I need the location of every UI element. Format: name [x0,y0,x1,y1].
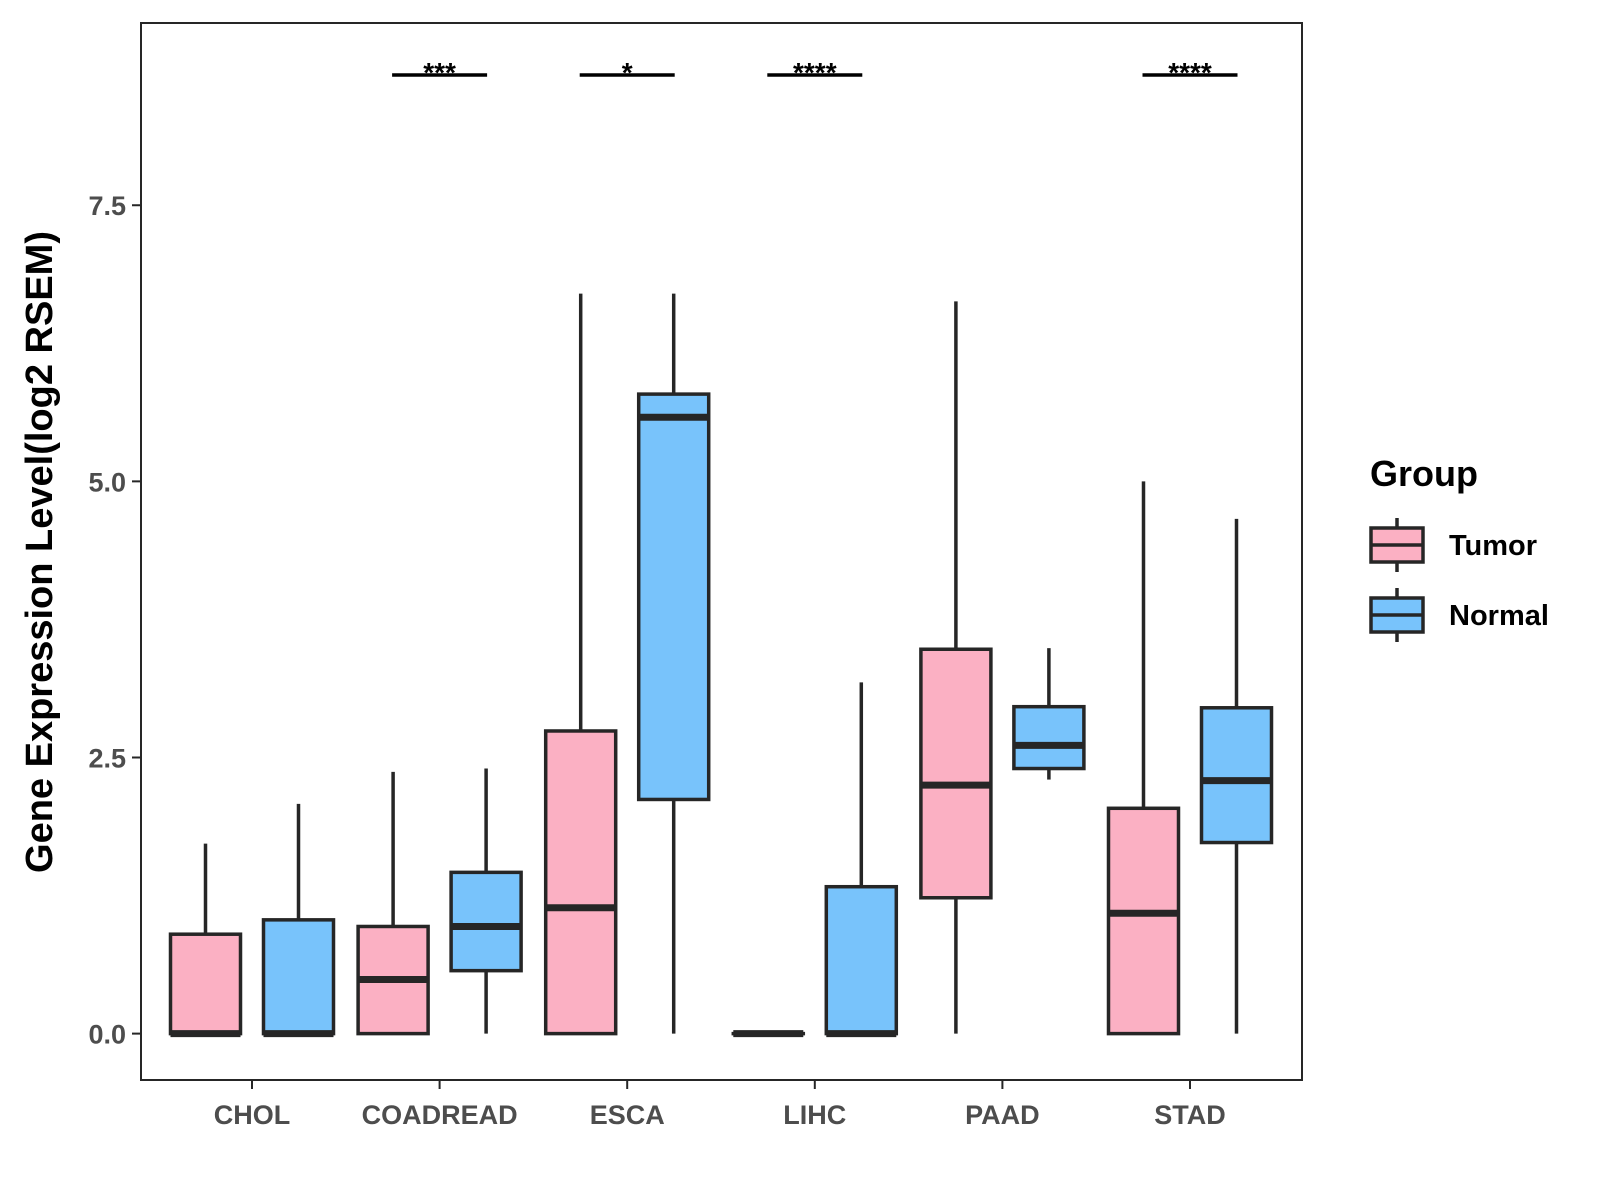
box-tumor-esca [543,293,618,1036]
box-body [919,647,993,900]
significance-label: **** [793,57,837,88]
box-tumor-chol [168,843,243,1038]
x-tick-label: COADREAD [362,1100,518,1130]
y-axis-title: Gene Expression Level(log2 RSEM) [19,231,61,873]
y-tick-label: 5.0 [88,467,126,497]
box-normal-lihc [824,682,899,1038]
significance-coadread: *** [392,57,488,88]
box-body [261,918,336,1036]
y-tick-label: 7.5 [88,191,126,221]
y-tick-label: 2.5 [88,743,126,773]
axes-layer: 0.0 2.5 5.0 7.5 CHOL COADREAD ESCA LIHC PAAD STAD [88,191,1225,1130]
legend: Group Tumor Normal [1369,453,1549,642]
significance-lihc: **** [767,57,863,88]
legend-label: Tumor [1449,530,1537,562]
legend-title: Group [1370,453,1478,494]
significance-label: * [622,57,633,88]
x-tick-label: PAAD [965,1100,1040,1130]
significance-stad: **** [1142,57,1238,88]
box-normal-paad [1012,648,1086,780]
x-tick-label: LIHC [783,1100,846,1130]
x-tick-label: STAD [1154,1100,1226,1130]
box-body [1106,806,1181,1036]
box-tumor-stad [1106,481,1181,1036]
box-normal-coadread [449,768,523,1034]
panel-border [140,22,1303,1081]
box-tumor-paad [919,301,993,1034]
x-tick-label: ESCA [590,1100,665,1130]
box-normal-esca [636,293,711,1034]
box-body [1199,706,1274,845]
box-body [543,729,618,1036]
legend-label: Normal [1449,600,1549,632]
box-body [168,932,243,1036]
significance-esca: * [579,57,675,88]
box-normal-stad [1199,518,1274,1034]
box-normal-chol [261,803,336,1038]
box-body [824,884,899,1036]
significance-label: **** [1168,57,1212,88]
box-body [1012,704,1086,771]
significance-layer: *** * **** **** [392,57,1238,88]
legend-item-tumor: Tumor [1369,518,1537,572]
legend-item-normal: Normal [1369,588,1549,642]
box-layer [168,293,1274,1038]
x-tick-label: CHOL [214,1100,291,1130]
box-body [449,870,523,973]
plot-panel [140,22,1303,1081]
box-tumor-coadread [356,771,430,1036]
significance-label: *** [423,57,456,88]
box-body [636,392,711,802]
y-tick-label: 0.0 [88,1020,126,1050]
